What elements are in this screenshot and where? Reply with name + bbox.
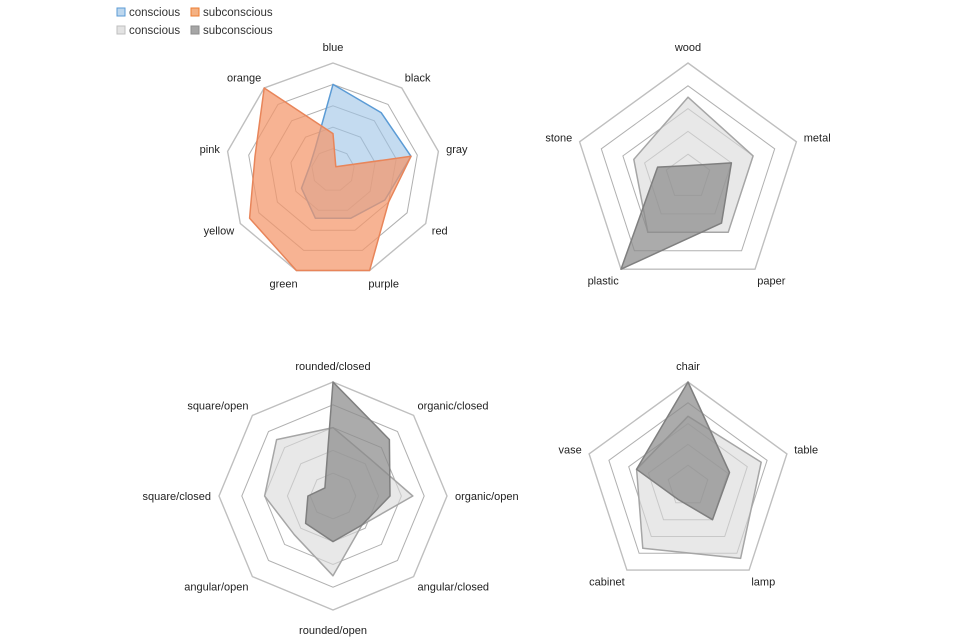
axis-label: red <box>432 226 448 238</box>
radar-chart-3: rounded/closed organic/closed organic/open… <box>143 361 519 637</box>
axis-label: pink <box>200 144 221 156</box>
radar-chart-1: blue black gray red purple green yellow pink ora… <box>200 42 468 291</box>
legend-label: conscious <box>129 25 180 37</box>
legend-item: subconscious <box>190 25 273 37</box>
grid-ring <box>578 62 798 270</box>
legend-item: subconscious <box>190 7 273 19</box>
axis-label: rounded/closed <box>295 361 370 373</box>
legend-swatch <box>190 25 200 35</box>
legend-label: subconscious <box>203 7 273 19</box>
grid-ring <box>241 404 425 588</box>
axis-label: cabinet <box>589 576 624 588</box>
legend-item: conscious <box>116 7 180 19</box>
axis-label: table <box>794 445 818 457</box>
legend-item: conscious <box>116 25 180 37</box>
axis-label: angular/closed <box>418 582 490 594</box>
grid-ring <box>600 85 776 252</box>
axis-label: purple <box>368 279 399 291</box>
axis-label: vase <box>559 445 582 457</box>
grid-ring <box>218 381 448 611</box>
axis-label: metal <box>804 132 831 144</box>
radar-chart-2: wood metal paper plastic stone <box>545 42 830 288</box>
axis-label: gray <box>446 144 468 156</box>
legend-label: conscious <box>129 7 180 19</box>
axis-label: paper <box>757 276 785 288</box>
axis-label: blue <box>323 42 344 54</box>
grid-ring <box>588 381 788 571</box>
series-area-subconscious <box>248 87 412 272</box>
series-area-subconscious <box>635 381 731 521</box>
legend-label: subconscious <box>203 25 273 37</box>
radar-chart-4: chair table lamp cabinet vase <box>559 361 819 588</box>
series-area-subconscious <box>620 162 733 270</box>
legend-swatch <box>190 7 200 17</box>
axis-label: rounded/open <box>299 625 367 637</box>
axis-label: square/closed <box>143 491 212 503</box>
axis-label: organic/open <box>455 491 519 503</box>
axis-label: orange <box>227 72 261 84</box>
axis-label: angular/open <box>184 582 248 594</box>
legend-swatch <box>116 7 126 17</box>
axis-label: organic/closed <box>418 400 489 412</box>
axis-label: black <box>405 72 431 84</box>
axis-label: stone <box>545 132 572 144</box>
axis-label: square/open <box>187 400 248 412</box>
axis-label: plastic <box>588 276 620 288</box>
axis-label: chair <box>676 361 700 373</box>
axis-label: green <box>269 279 297 291</box>
legend-swatch <box>116 25 126 35</box>
axis-label: yellow <box>204 226 235 238</box>
axis-label: lamp <box>751 576 775 588</box>
axis-label: wood <box>674 42 701 54</box>
